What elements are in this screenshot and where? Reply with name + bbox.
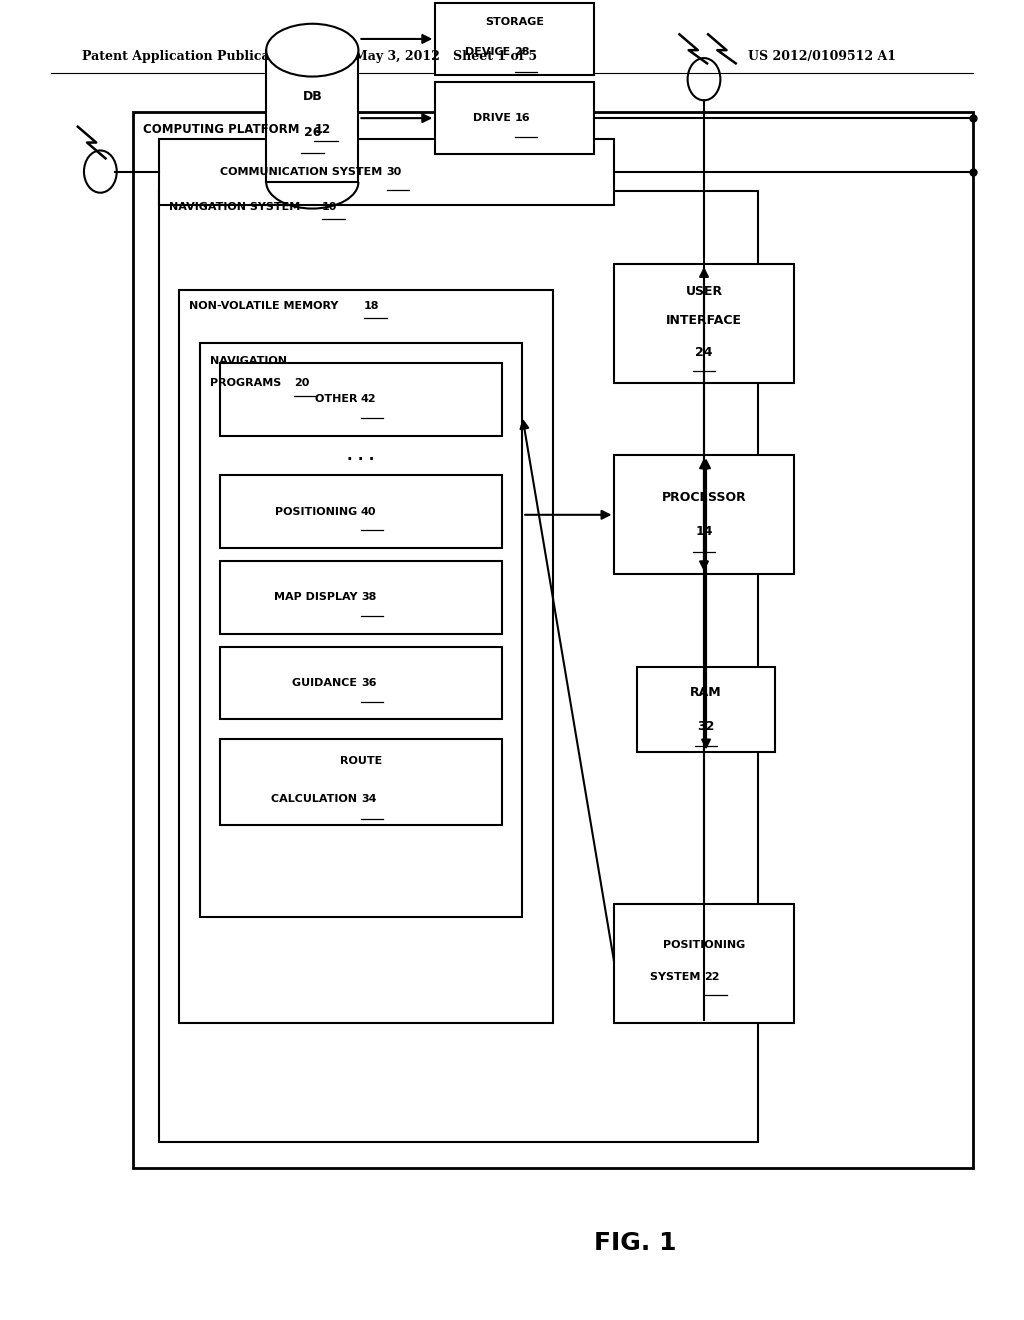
Text: US 2012/0109512 A1: US 2012/0109512 A1 [748, 50, 896, 63]
Text: 24: 24 [695, 346, 713, 359]
Text: POSITIONING: POSITIONING [274, 507, 361, 516]
Text: Patent Application Publication: Patent Application Publication [82, 50, 297, 63]
Ellipse shape [266, 24, 358, 77]
Text: 22: 22 [705, 972, 720, 982]
Text: 16: 16 [514, 114, 530, 123]
Text: DB: DB [302, 90, 323, 103]
Text: 20: 20 [294, 378, 309, 388]
Text: 26: 26 [304, 125, 321, 139]
Text: CALCULATION: CALCULATION [271, 795, 361, 804]
FancyBboxPatch shape [220, 475, 502, 548]
FancyBboxPatch shape [266, 50, 358, 182]
FancyBboxPatch shape [435, 82, 594, 154]
FancyBboxPatch shape [220, 647, 502, 719]
FancyBboxPatch shape [637, 667, 775, 752]
Text: 10: 10 [322, 202, 337, 213]
Text: MAP DISPLAY: MAP DISPLAY [273, 593, 361, 602]
Text: NON-VOLATILE MEMORY: NON-VOLATILE MEMORY [189, 301, 343, 312]
Text: NAVIGATION SYSTEM: NAVIGATION SYSTEM [169, 202, 304, 213]
Text: 36: 36 [361, 678, 377, 688]
Text: OTHER: OTHER [314, 395, 361, 404]
Text: STORAGE: STORAGE [485, 17, 544, 26]
Text: 34: 34 [361, 795, 377, 804]
Text: PROGRAMS: PROGRAMS [210, 378, 285, 388]
FancyBboxPatch shape [435, 3, 594, 75]
Text: . . .: . . . [347, 447, 375, 463]
Text: COMPUTING PLATFORM: COMPUTING PLATFORM [143, 123, 304, 136]
FancyBboxPatch shape [220, 561, 502, 634]
Text: May 3, 2012   Sheet 1 of 5: May 3, 2012 Sheet 1 of 5 [354, 50, 537, 63]
Text: GUIDANCE: GUIDANCE [292, 678, 361, 688]
Text: 14: 14 [695, 525, 713, 539]
Text: PROCESSOR: PROCESSOR [662, 491, 746, 504]
FancyBboxPatch shape [614, 455, 794, 574]
Text: 40: 40 [361, 507, 377, 516]
Text: POSITIONING: POSITIONING [663, 940, 745, 950]
FancyBboxPatch shape [159, 191, 758, 1142]
Text: INTERFACE: INTERFACE [666, 314, 742, 327]
Text: 38: 38 [361, 593, 377, 602]
Text: NAVIGATION: NAVIGATION [210, 356, 287, 367]
Text: RAM: RAM [690, 686, 722, 698]
Text: ROUTE: ROUTE [340, 756, 382, 766]
Text: 28: 28 [514, 48, 530, 57]
FancyBboxPatch shape [614, 264, 794, 383]
FancyBboxPatch shape [133, 112, 973, 1168]
FancyBboxPatch shape [614, 904, 794, 1023]
Text: USER: USER [685, 285, 723, 298]
FancyBboxPatch shape [200, 343, 522, 917]
Text: SYSTEM: SYSTEM [650, 972, 705, 982]
Text: FIG. 1: FIG. 1 [594, 1232, 676, 1255]
Text: DRIVE: DRIVE [473, 114, 514, 123]
Text: 30: 30 [387, 166, 401, 177]
Text: 42: 42 [361, 395, 377, 404]
FancyBboxPatch shape [220, 363, 502, 436]
Text: 18: 18 [364, 301, 379, 312]
Text: COMMUNICATION SYSTEM: COMMUNICATION SYSTEM [220, 166, 387, 177]
Text: DEVICE: DEVICE [466, 48, 514, 57]
Text: 12: 12 [314, 123, 331, 136]
FancyBboxPatch shape [159, 139, 614, 205]
Text: 32: 32 [697, 721, 715, 733]
FancyBboxPatch shape [179, 290, 553, 1023]
FancyBboxPatch shape [220, 739, 502, 825]
